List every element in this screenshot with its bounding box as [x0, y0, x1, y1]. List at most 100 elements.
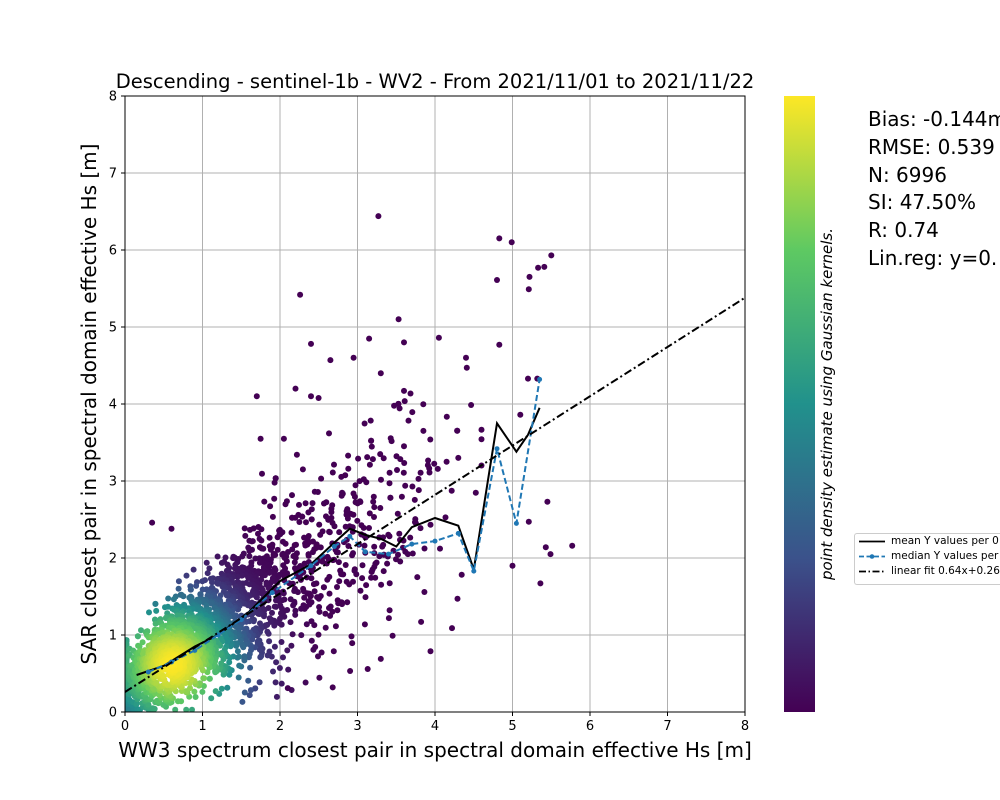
scatter-point: [258, 537, 265, 544]
scatter-point: [401, 387, 407, 394]
series-marker: [347, 533, 353, 539]
scatter-point: [292, 385, 299, 392]
scatter-point: [287, 619, 294, 626]
scatter-point: [437, 545, 443, 552]
scatter-point: [156, 692, 163, 699]
y-tick-label: 8: [109, 90, 117, 105]
scatter-point: [271, 479, 278, 486]
scatter-point: [378, 581, 385, 588]
scatter-point: [190, 566, 197, 573]
series-marker: [238, 617, 244, 623]
scatter-point: [338, 492, 345, 499]
scatter-point: [242, 532, 249, 539]
series-marker: [308, 563, 314, 569]
scatter-point: [426, 469, 433, 476]
scatter-point: [386, 480, 393, 487]
y-tick-label: 3: [109, 475, 117, 490]
scatter-point: [377, 451, 384, 458]
scatter-point: [478, 426, 485, 433]
scatter-point: [252, 555, 259, 562]
scatter-point: [344, 599, 351, 606]
scatter-point: [316, 608, 323, 615]
legend-label-mean: mean Y values per 0: [891, 535, 999, 547]
scatter-point: [261, 498, 268, 505]
scatter-point: [308, 637, 315, 644]
scatter-point: [496, 341, 503, 348]
scatter-point: [288, 642, 295, 649]
scatter-point: [218, 559, 225, 566]
scatter-point: [376, 553, 383, 560]
scatter-point: [442, 514, 449, 521]
scatter-point: [200, 675, 207, 682]
scatter-point: [308, 393, 314, 400]
scatter-point: [349, 552, 356, 559]
scatter-point: [331, 461, 337, 468]
scatter-point: [384, 560, 391, 567]
scatter-point: [377, 370, 384, 377]
scatter-point: [224, 684, 231, 691]
scatter-point: [274, 534, 281, 541]
scatter-point: [214, 553, 221, 560]
x-tick-label: 6: [586, 719, 594, 734]
scatter-point: [272, 679, 279, 686]
scatter-point: [375, 213, 382, 220]
scatter-point: [293, 451, 300, 458]
scatter-point: [331, 523, 338, 530]
scatter-point: [224, 638, 231, 645]
scatter-point: [208, 695, 215, 702]
scatter-point: [366, 461, 373, 468]
scatter-point: [364, 666, 371, 672]
scatter-point: [361, 621, 368, 628]
scatter-point: [267, 546, 274, 553]
scatter-point: [165, 595, 172, 602]
stat-linreg: Lin.reg: y=0.: [868, 245, 998, 270]
scatter-point: [386, 580, 393, 587]
scatter-point: [316, 674, 323, 681]
scatter-point: [227, 643, 234, 650]
scatter-point: [234, 648, 241, 655]
scatter-point: [215, 580, 221, 587]
scatter-point: [496, 235, 503, 242]
scatter-point: [280, 538, 286, 545]
scatter-point: [327, 612, 334, 619]
scatter-point: [273, 597, 279, 604]
scatter-point: [208, 600, 215, 607]
scatter-point: [314, 594, 321, 601]
scatter-point: [310, 646, 317, 653]
scatter-point: [300, 588, 307, 595]
series-marker: [145, 669, 151, 675]
scatter-point: [206, 565, 213, 572]
scatter-point: [212, 668, 219, 675]
scatter-point: [417, 525, 424, 532]
scatter-point: [371, 514, 377, 520]
scatter-point: [197, 591, 204, 598]
scatter-point: [421, 589, 428, 595]
scatter-point: [330, 648, 337, 655]
scatter-point: [289, 631, 296, 638]
scatter-point: [349, 640, 356, 647]
scatter-point: [241, 525, 248, 532]
scatter-point: [317, 531, 324, 538]
scatter-point: [402, 482, 409, 489]
scatter-point: [386, 607, 393, 614]
scatter-point: [256, 679, 263, 686]
scatter-point: [335, 600, 342, 607]
scatter-point: [318, 475, 325, 482]
series-lines: [125, 296, 745, 693]
scatter-point: [199, 586, 206, 593]
scatter-point: [264, 652, 271, 659]
scatter-point: [172, 706, 179, 712]
scatter-point: [264, 628, 271, 635]
scatter-point: [235, 674, 242, 681]
scatter-point: [336, 578, 343, 585]
scatter-point: [380, 568, 387, 575]
scatter-point: [494, 277, 500, 283]
scatter-point: [369, 456, 376, 463]
scatter-point: [329, 684, 336, 691]
scatter-point: [449, 625, 455, 632]
scatter-point: [418, 618, 425, 625]
scatter-point: [206, 675, 213, 682]
scatter-point: [541, 263, 548, 270]
scatter-point: [427, 521, 434, 528]
scatter-point: [329, 469, 336, 476]
